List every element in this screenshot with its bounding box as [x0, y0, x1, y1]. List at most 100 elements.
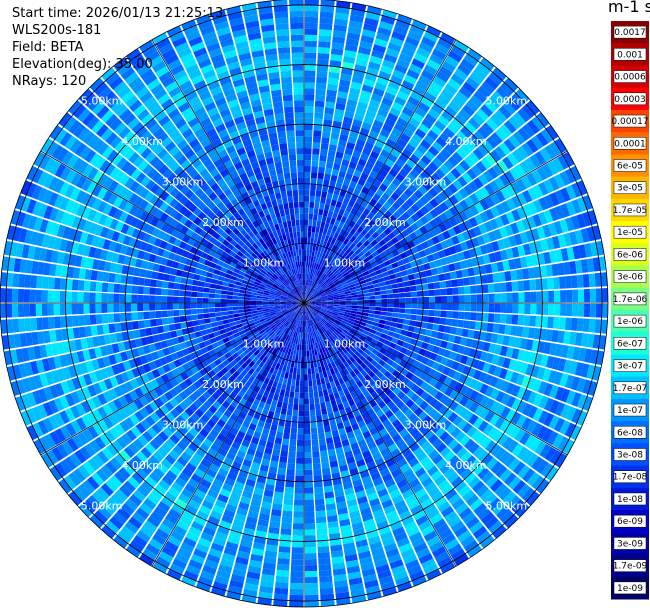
- range-gate: [484, 332, 493, 343]
- range-gate: [159, 394, 169, 405]
- range-gate: [321, 467, 331, 475]
- range-gate: [12, 318, 20, 333]
- range-gate: [512, 303, 519, 314]
- range-gate: [46, 449, 59, 465]
- range-gate: [82, 479, 96, 494]
- range-gate: [317, 546, 330, 553]
- range-gate: [129, 216, 140, 228]
- range-gate: [424, 481, 437, 493]
- range-gate: [477, 507, 491, 521]
- range-gate: [249, 335, 256, 342]
- range-gate: [279, 247, 285, 254]
- range-gate: [499, 368, 508, 380]
- range-gate: [231, 328, 239, 335]
- range-gate: [340, 395, 348, 404]
- range-gate: [267, 392, 275, 400]
- range-gate: [126, 225, 135, 237]
- range-gate: [325, 330, 331, 337]
- range-gate: [184, 164, 195, 175]
- range-gate: [102, 203, 113, 216]
- range-gate: [393, 453, 405, 463]
- range-gate: [207, 201, 216, 210]
- range-gate: [304, 308, 306, 315]
- range-gate: [390, 448, 401, 458]
- range-gate: [244, 583, 259, 592]
- range-gate: [280, 299, 287, 302]
- range-gate: [188, 393, 198, 403]
- range-gate: [257, 336, 265, 343]
- range-gate: [162, 250, 171, 259]
- range-gate: [443, 376, 453, 386]
- range-gate: [142, 431, 153, 443]
- range-gate: [304, 469, 313, 476]
- range-gate: [344, 311, 351, 316]
- range-gate: [328, 205, 336, 213]
- range-gate: [131, 303, 138, 312]
- range-gate: [135, 376, 145, 387]
- range-gate: [320, 308, 327, 312]
- range-gate: [389, 353, 397, 362]
- range-gate: [190, 338, 199, 346]
- range-gate: [207, 80, 221, 91]
- range-gate: [437, 415, 448, 427]
- range-gate: [199, 90, 212, 101]
- range-gate: [278, 286, 284, 292]
- range-gate: [571, 408, 582, 424]
- range-gate: [335, 182, 343, 190]
- range-gate: [164, 266, 172, 275]
- range-gate: [444, 538, 460, 551]
- range-gate: [267, 472, 277, 480]
- range-gate: [341, 475, 352, 484]
- range-gate: [48, 176, 60, 191]
- range-gate: [256, 73, 268, 82]
- range-gate: [318, 557, 331, 565]
- range-gate: [348, 93, 359, 102]
- range-gate: [236, 450, 246, 459]
- range-gate: [415, 354, 424, 363]
- range-gate: [313, 269, 317, 276]
- range-gate: [356, 365, 364, 373]
- range-gate: [455, 502, 469, 515]
- range-gate: [280, 298, 287, 301]
- range-gate: [337, 342, 344, 350]
- range-gate: [244, 380, 252, 388]
- range-gate: [232, 175, 242, 185]
- range-gate: [279, 58, 291, 66]
- range-gate: [274, 306, 281, 310]
- range-gate: [325, 95, 336, 103]
- range-gate: [521, 326, 530, 338]
- range-gate: [342, 61, 355, 70]
- range-gate: [144, 381, 155, 392]
- range-gate: [162, 474, 174, 486]
- range-gate: [204, 36, 219, 47]
- range-gate: [364, 141, 374, 151]
- range-gate: [293, 94, 304, 101]
- range-gate: [234, 281, 242, 286]
- range-gate: [271, 89, 282, 97]
- range-gate: [108, 388, 118, 400]
- range-gate: [217, 525, 230, 536]
- range-gate: [305, 273, 308, 280]
- range-gate: [200, 570, 215, 581]
- range-gate: [271, 361, 278, 369]
- range-gate: [278, 546, 291, 553]
- range-gate: [316, 184, 323, 192]
- range-gate: [294, 100, 304, 107]
- range-gate: [164, 205, 174, 215]
- range-gate: [211, 205, 220, 215]
- range-gate: [164, 331, 172, 340]
- range-gate: [284, 492, 294, 500]
- range-gate: [250, 327, 258, 333]
- range-gate: [304, 219, 309, 226]
- range-gate: [296, 293, 301, 299]
- range-gate: [327, 304, 334, 307]
- range-gate: [149, 206, 159, 217]
- range-gate: [302, 273, 304, 280]
- range-gate: [287, 463, 296, 470]
- range-gate: [215, 311, 222, 317]
- range-gate: [377, 26, 392, 37]
- range-gate: [304, 428, 311, 435]
- range-gate: [167, 172, 178, 183]
- range-gate: [298, 267, 301, 274]
- range-gate: [165, 438, 176, 449]
